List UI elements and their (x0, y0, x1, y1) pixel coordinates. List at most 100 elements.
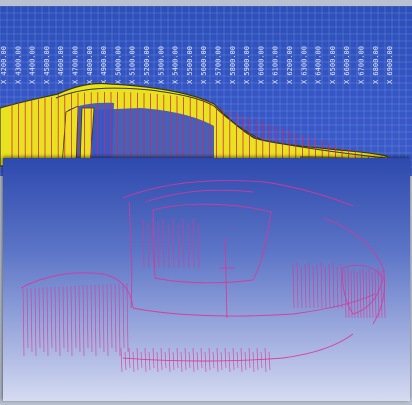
wire-section (26, 288, 29, 349)
car-wireframe-model[interactable] (20, 180, 385, 362)
wire-section (30, 287, 33, 353)
wire-section (70, 285, 73, 357)
section-label: X 4900.00 (100, 46, 108, 84)
section-label: X 6000.00 (257, 46, 265, 84)
wire-section (58, 286, 61, 357)
wire-section (220, 351, 223, 371)
wire-section (168, 347, 171, 373)
wire-section (312, 265, 315, 309)
section-label: X 6400.00 (315, 46, 323, 84)
wire-section (22, 288, 25, 357)
wire-section (177, 222, 180, 269)
wire-section (224, 347, 227, 369)
section-label: X 5600.00 (200, 46, 208, 84)
wire-section (374, 269, 377, 319)
wire-section (344, 269, 347, 319)
wire-section (128, 347, 131, 369)
wire-section (98, 284, 101, 349)
wire-section (256, 347, 259, 371)
wire-section (316, 263, 319, 309)
wire-section (324, 265, 327, 309)
roof-rail (55, 87, 215, 107)
wire-section (124, 351, 127, 371)
wire-section (156, 351, 159, 373)
wire-section (66, 286, 69, 353)
wire-section (132, 351, 135, 373)
section-cut-lines (11, 92, 389, 166)
wire-section (122, 283, 125, 349)
wire-section (204, 351, 207, 373)
wire-section (144, 347, 147, 373)
section-label: X 6500.00 (329, 46, 337, 84)
wire-section (90, 284, 93, 353)
wire-section (292, 263, 295, 309)
wire-section (180, 351, 183, 373)
wire-section (200, 347, 203, 369)
wire-section (236, 351, 239, 369)
wire-section (332, 261, 335, 309)
wire-section (167, 222, 170, 269)
wire-section (160, 347, 163, 371)
wireframe-bumper (122, 333, 354, 362)
wire-section (304, 263, 307, 309)
wire-section (377, 267, 380, 319)
section-label: X 5000.00 (114, 46, 122, 84)
wire-section (172, 217, 175, 269)
wire-section (82, 285, 85, 357)
wire-section (328, 263, 331, 309)
section-label: X 4400.00 (29, 46, 37, 84)
wire-section (50, 286, 53, 349)
wireframe-view-panel[interactable] (3, 158, 410, 401)
wireframe-centre-mark (219, 237, 235, 319)
section-label: X 6800.00 (372, 46, 380, 84)
section-label: X 5200.00 (143, 46, 151, 84)
wireframe-canvas[interactable] (3, 158, 410, 401)
wire-section (240, 347, 243, 373)
wire-section (152, 217, 155, 269)
wire-section (296, 261, 299, 309)
wire-section (120, 347, 123, 373)
wire-section (228, 351, 231, 373)
side-view-canvas[interactable]: X 4200.00 X 4300.00 X 4400.00 X 4500.00 X 46… (0, 6, 412, 176)
section-label: X 4700.00 (72, 46, 80, 84)
wire-section (184, 347, 187, 371)
wire-section (164, 351, 167, 369)
side-view-panel[interactable]: X 4200.00 X 4300.00 X 4400.00 X 4500.00 X 46… (0, 6, 412, 176)
wire-section (176, 347, 179, 369)
wire-section (362, 267, 365, 319)
section-label: X 5800.00 (229, 46, 237, 84)
wireframe-tail (132, 293, 376, 317)
wireframe-roof (122, 180, 354, 207)
section-label: X 4200.00 (0, 46, 8, 84)
wireframe-rear-window (152, 203, 272, 284)
wire-section (182, 217, 185, 269)
wire-section (347, 267, 350, 319)
wireframe-section-lines (22, 217, 386, 373)
wire-section (106, 284, 109, 357)
section-label: X 5900.00 (243, 46, 251, 84)
section-label: X 6700.00 (358, 46, 366, 84)
wire-section (365, 270, 368, 319)
wire-section (244, 351, 247, 371)
wire-section (353, 268, 356, 319)
wire-section (74, 285, 77, 349)
section-label: X 5500.00 (186, 46, 194, 84)
wire-section (78, 285, 81, 353)
wireframe-right-quarter (322, 217, 385, 325)
section-label: X 4600.00 (57, 46, 65, 84)
wire-section (188, 351, 191, 369)
wire-section (380, 270, 383, 319)
wire-section (110, 283, 113, 349)
wire-section (136, 347, 139, 371)
wire-section (148, 351, 151, 371)
section-label: X 6600.00 (343, 46, 351, 84)
section-label: X 6300.00 (300, 46, 308, 84)
wire-section (86, 285, 89, 349)
wireframe-left-pillar (128, 201, 133, 309)
wire-section (359, 269, 362, 319)
wire-section (187, 222, 190, 269)
wire-section (383, 268, 386, 319)
wire-section (268, 351, 271, 371)
wire-section (192, 347, 195, 373)
